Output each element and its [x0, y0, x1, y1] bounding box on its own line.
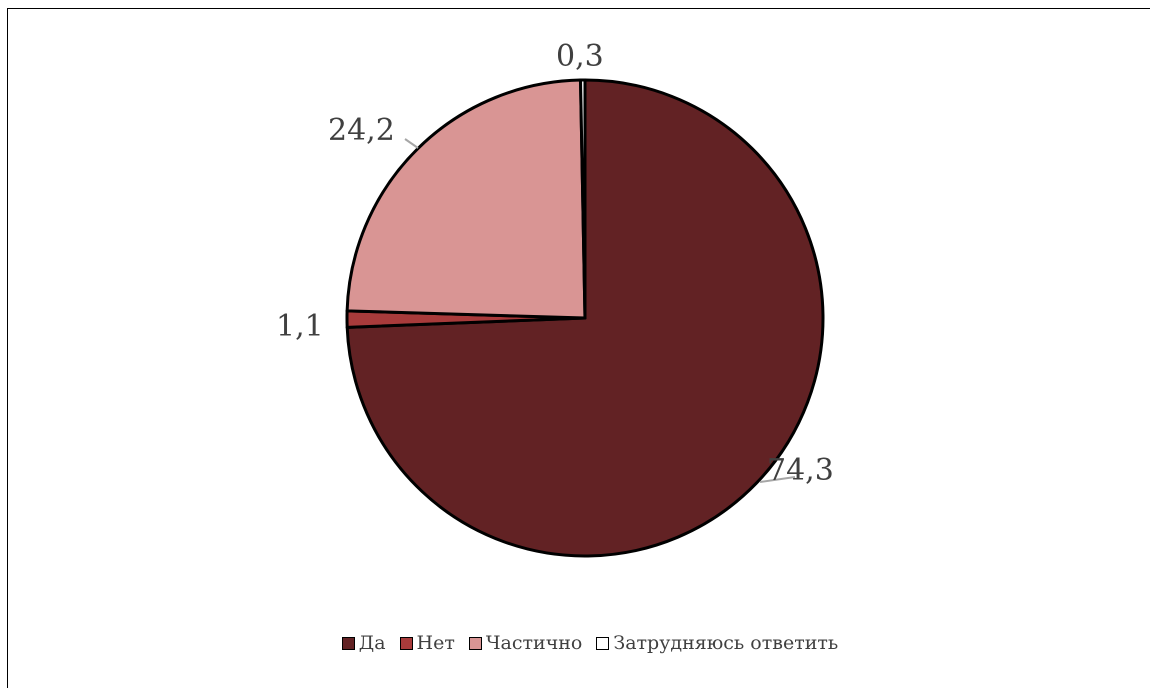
legend-label-3: Частично	[485, 632, 583, 654]
data-label-2: 1,1	[276, 309, 324, 344]
data-label-3: 24,2	[328, 113, 395, 148]
legend-swatch-3	[468, 636, 482, 650]
legend: Да Нет Частично Затрудняюсь ответить	[0, 632, 1150, 654]
legend-label-4: Затрудняюсь ответить	[613, 632, 839, 654]
data-label-4: 0,3	[556, 39, 604, 74]
legend-swatch-1	[341, 636, 355, 650]
pie-slice-3	[345, 78, 587, 320]
leader-line-1	[759, 476, 796, 483]
legend-item-4: Затрудняюсь ответить	[596, 632, 838, 654]
legend-swatch-4	[596, 636, 610, 650]
legend-swatch-2	[399, 636, 413, 650]
legend-label-2: Нет	[416, 632, 455, 654]
leader-line-3	[404, 138, 419, 149]
legend-item-1: Да	[341, 632, 386, 654]
legend-item-3: Частично	[468, 632, 583, 654]
data-label-1: 74,3	[767, 453, 834, 488]
chart-frame	[7, 8, 1150, 688]
legend-item-2: Нет	[399, 632, 455, 654]
pie-slice-4	[579, 78, 587, 320]
legend-label-1: Да	[358, 632, 386, 654]
